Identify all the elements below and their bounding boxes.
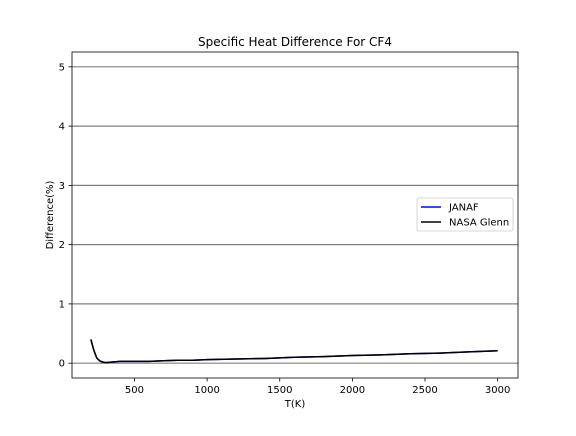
y-axis-ticks: 0 1 2 3 4 5: [59, 62, 72, 370]
x-axis-ticks: 500 1000 1500 2000 2500 3000: [125, 378, 510, 396]
plot-frame: [71, 51, 519, 379]
y-tick-label-1: 1: [59, 299, 65, 310]
series-line-nasa-glenn: [90, 339, 498, 364]
legend-label-nasa-glenn: NASA Glenn: [449, 218, 509, 229]
x-tick-label-1000: 1000: [194, 385, 219, 396]
x-axis-label: T(K): [284, 399, 306, 410]
y-tick-label-0: 0: [59, 359, 65, 370]
x-tick-label-500: 500: [125, 385, 144, 396]
y-tick-label-5: 5: [59, 62, 65, 73]
x-tick-label-2500: 2500: [412, 385, 437, 396]
y-tick-label-4: 4: [59, 122, 65, 133]
y-axis-label: Difference(%): [45, 180, 56, 249]
y-tick-label-3: 3: [59, 181, 65, 192]
x-tick-label-2000: 2000: [340, 385, 365, 396]
legend: JANAF NASA Glenn: [416, 197, 514, 232]
series-layer: [90, 339, 498, 364]
y-tick-label-2: 2: [59, 240, 65, 251]
chart-title: Specific Heat Difference For CF4: [198, 35, 392, 49]
x-tick-label-3000: 3000: [485, 385, 510, 396]
legend-label-janaf: JANAF: [448, 203, 479, 214]
grid-layer: [72, 66, 518, 364]
x-tick-label-1500: 1500: [267, 385, 292, 396]
